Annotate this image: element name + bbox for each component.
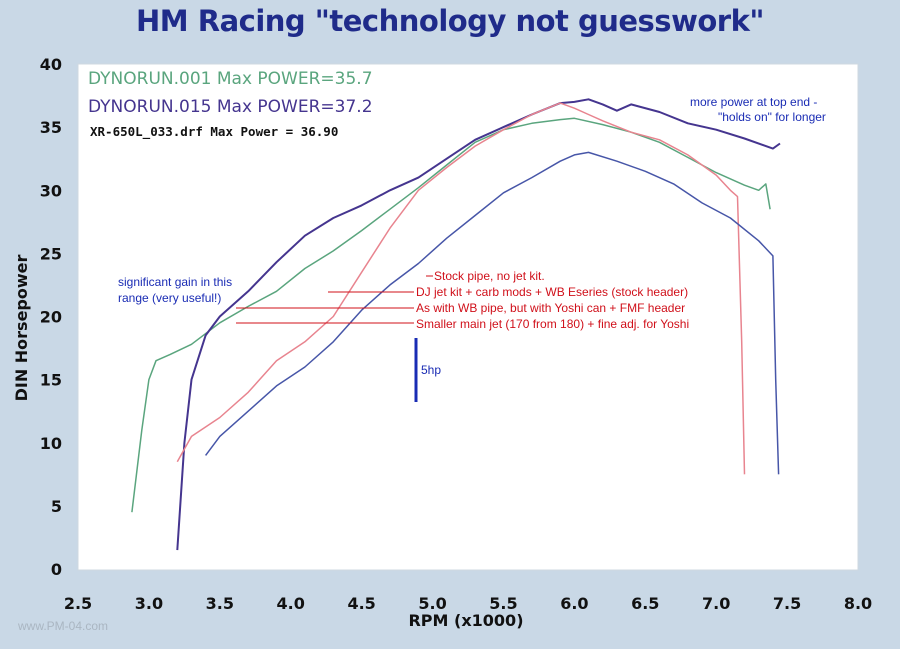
- x-tick-label: 4.5: [347, 594, 375, 613]
- y-tick-label: 35: [40, 118, 62, 137]
- y-tick-label: 5: [51, 497, 62, 516]
- legend-item-dynorun-001: DYNORUN.001 Max POWER=35.7: [88, 69, 373, 89]
- y-tick-label: 15: [40, 371, 62, 390]
- x-tick-label: 4.0: [277, 594, 305, 613]
- y-tick-label: 0: [51, 560, 62, 579]
- axis-ticks: 2.5 3.0 3.5 4.0 4.5 5.0 5.5 6.0 6.5 7.0 7.5 8.0 0 5 10…: [40, 55, 872, 613]
- x-tick-label: 7.0: [702, 594, 730, 613]
- annotation-top-end-1: more power at top end -: [690, 95, 817, 109]
- x-tick-label: 5.5: [489, 594, 517, 613]
- y-tick-label: 20: [40, 308, 62, 327]
- series-line-stock-run: [204, 151, 780, 475]
- x-tick-label: 6.0: [560, 594, 588, 613]
- series-line-xr-650l-033: [176, 102, 746, 475]
- legend-item-xr650l: XR-650L_033.drf Max Power = 36.90: [90, 124, 338, 140]
- chart-marks: [131, 98, 781, 551]
- x-tick-label: 8.0: [844, 594, 872, 613]
- annotation-note-3: As with WB pipe, but with Yoshi can + FM…: [416, 301, 685, 315]
- scale-bar-label: 5hp: [421, 363, 441, 377]
- y-tick-label: 40: [40, 55, 62, 74]
- y-axis-label: DIN Horsepower: [12, 254, 31, 401]
- x-tick-label: 3.5: [206, 594, 234, 613]
- y-tick-label: 10: [40, 434, 62, 453]
- x-tick-label: 7.5: [773, 594, 801, 613]
- annotation-gain-2: range (very useful!): [118, 291, 221, 305]
- y-tick-label: 25: [40, 244, 62, 263]
- x-tick-label: 6.5: [631, 594, 659, 613]
- annotation-note-1: Stock pipe, no jet kit.: [434, 269, 545, 283]
- x-tick-label: 3.0: [135, 594, 163, 613]
- x-tick-label: 2.5: [64, 594, 92, 613]
- x-tick-label: 5.0: [418, 594, 446, 613]
- page-title: HM Racing "technology not guesswork": [136, 4, 764, 38]
- y-tick-label: 30: [40, 181, 62, 200]
- series-line-dynorun-015: [176, 98, 781, 551]
- legend-item-dynorun-015: DYNORUN.015 Max POWER=37.2: [88, 97, 373, 117]
- watermark: www.PM-04.com: [17, 619, 108, 633]
- annotation-note-2: DJ jet kit + carb mods + WB Eseries (sto…: [416, 285, 688, 299]
- annotation-gain-1: significant gain in this: [118, 275, 232, 289]
- annotation-note-4: Smaller main jet (170 from 180) + fine a…: [416, 317, 689, 331]
- x-axis-label: RPM (x1000): [408, 611, 523, 630]
- annotation-top-end-2: "holds on" for longer: [718, 110, 826, 124]
